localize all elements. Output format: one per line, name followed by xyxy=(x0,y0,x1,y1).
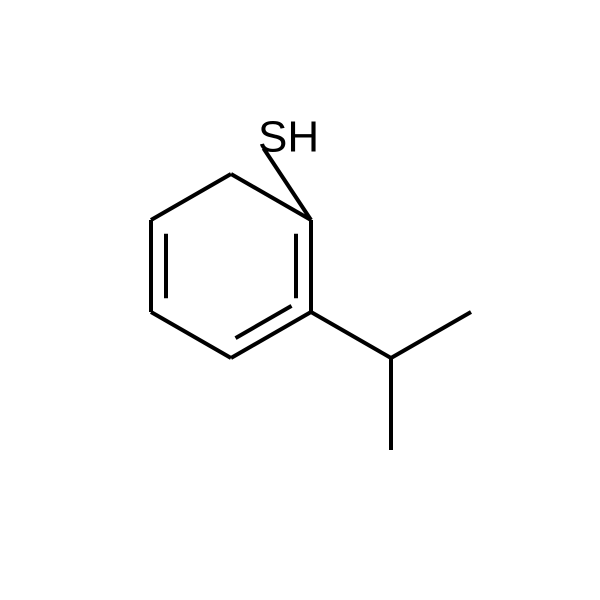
bond xyxy=(391,312,471,358)
labels-layer: SH xyxy=(258,113,319,162)
bond xyxy=(311,312,391,358)
chemical-structure: SH xyxy=(0,0,600,600)
bond xyxy=(231,174,311,220)
inner-bond xyxy=(236,306,292,338)
bonds-layer xyxy=(151,148,471,450)
atom-label-S7: SH xyxy=(258,113,319,162)
bond xyxy=(151,174,231,220)
bond xyxy=(151,312,231,358)
